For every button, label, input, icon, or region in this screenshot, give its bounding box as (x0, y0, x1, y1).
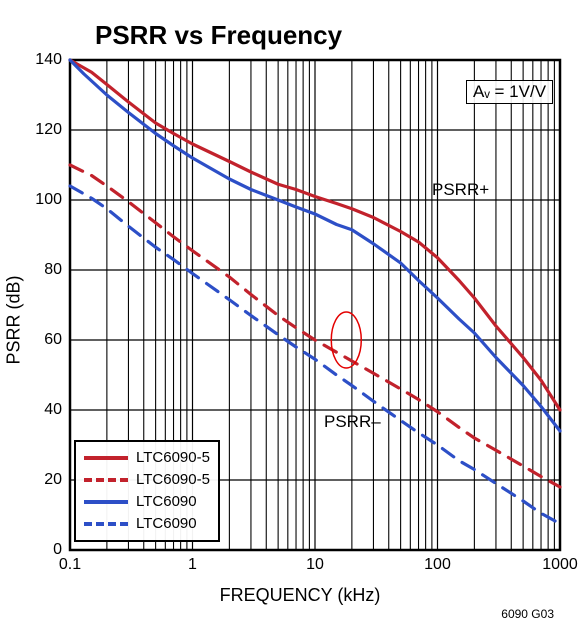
y-tick: 60 (22, 331, 62, 349)
y-tick: 120 (22, 121, 62, 139)
x-tick: 10 (306, 556, 324, 574)
legend-item: LTC6090-5 (84, 447, 210, 469)
chart-title: PSRR vs Frequency (95, 20, 342, 51)
legend-label: LTC6090-5 (136, 469, 210, 491)
legend-swatch (84, 522, 128, 526)
legend-item: LTC6090 (84, 513, 210, 535)
legend: LTC6090-5LTC6090-5LTC6090LTC6090 (74, 440, 220, 542)
x-tick: 100 (424, 556, 451, 574)
annotation-psrr_plus: PSRR+ (432, 180, 489, 200)
legend-label: LTC6090 (136, 513, 197, 535)
legend-label: LTC6090 (136, 491, 197, 513)
x-tick: 1000 (542, 556, 578, 574)
y-axis-label: PSRR (dB) (4, 275, 25, 364)
legend-item: LTC6090 (84, 491, 210, 513)
annotation-psrr_minus: PSRR– (324, 412, 381, 432)
figure: PSRR vs Frequency PSRR (dB) FREQUENCY (k… (0, 0, 588, 643)
legend-item: LTC6090-5 (84, 469, 210, 491)
y-tick: 80 (22, 261, 62, 279)
y-tick: 100 (22, 191, 62, 209)
y-tick: 40 (22, 401, 62, 419)
plot-area: 0204060801001201400.11101001000Aᵥ = 1V/V… (70, 60, 560, 550)
figure-id: 6090 G03 (501, 607, 554, 621)
y-tick: 20 (22, 471, 62, 489)
legend-swatch (84, 500, 128, 504)
legend-label: LTC6090-5 (136, 447, 210, 469)
legend-swatch (84, 456, 128, 460)
x-tick: 0.1 (59, 556, 81, 574)
x-tick: 1 (188, 556, 197, 574)
annotation-gain: Aᵥ = 1V/V (466, 80, 553, 104)
x-axis-label: FREQUENCY (kHz) (220, 585, 381, 606)
y-tick: 140 (22, 51, 62, 69)
legend-swatch (84, 478, 128, 482)
y-tick: 0 (22, 541, 62, 559)
